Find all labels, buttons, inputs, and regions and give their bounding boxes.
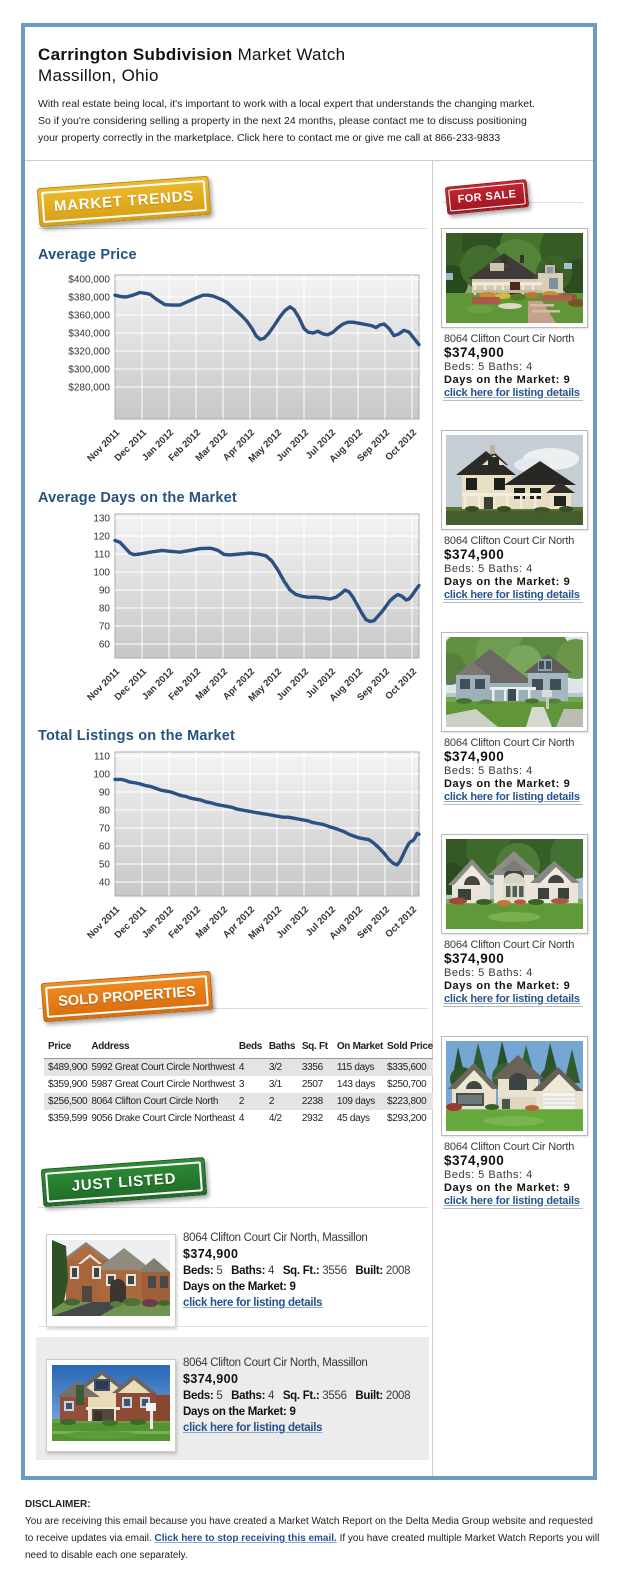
svg-text:$400,000: $400,000 <box>68 275 110 286</box>
svg-text:40: 40 <box>99 878 111 889</box>
svg-text:50: 50 <box>99 860 111 871</box>
svg-text:70: 70 <box>99 824 111 835</box>
svg-text:60: 60 <box>99 640 111 651</box>
svg-text:$340,000: $340,000 <box>68 329 110 340</box>
svg-text:130: 130 <box>93 514 110 525</box>
svg-text:90: 90 <box>99 788 111 799</box>
svg-text:$360,000: $360,000 <box>68 311 110 322</box>
svg-text:110: 110 <box>94 550 110 561</box>
svg-text:120: 120 <box>93 532 110 543</box>
svg-text:80: 80 <box>99 806 111 817</box>
svg-text:100: 100 <box>93 568 110 579</box>
svg-text:90: 90 <box>99 586 111 597</box>
svg-text:80: 80 <box>99 604 111 615</box>
svg-text:$380,000: $380,000 <box>68 293 110 304</box>
svg-text:60: 60 <box>99 842 111 853</box>
svg-text:$280,000: $280,000 <box>68 383 110 394</box>
svg-text:100: 100 <box>93 770 110 781</box>
svg-text:$300,000: $300,000 <box>68 365 110 376</box>
svg-text:110: 110 <box>94 752 110 763</box>
svg-text:$320,000: $320,000 <box>68 347 110 358</box>
svg-text:70: 70 <box>99 622 111 633</box>
